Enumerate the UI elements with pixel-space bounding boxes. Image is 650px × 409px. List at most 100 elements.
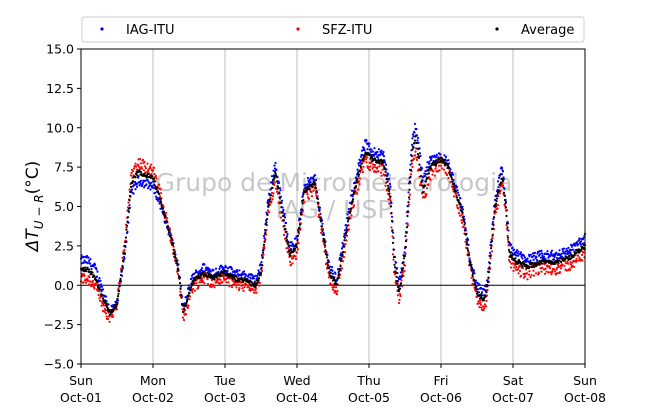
- data-point-iag-itu: [242, 270, 246, 273]
- data-point-iag-itu: [555, 251, 558, 254]
- data-point-sfz-itu: [282, 233, 286, 236]
- data-point-iag-itu: [457, 194, 461, 197]
- data-point-average: [394, 271, 398, 274]
- data-point-iag-itu: [399, 271, 403, 274]
- data-point-average: [341, 253, 344, 257]
- data-point-average: [127, 210, 130, 213]
- data-point-average: [99, 288, 102, 291]
- data-point-average: [96, 285, 100, 288]
- data-point-average: [101, 297, 105, 300]
- data-point-average: [128, 199, 131, 202]
- data-point-sfz-itu: [287, 247, 290, 250]
- data-point-average: [401, 267, 405, 270]
- data-point-iag-itu: [140, 184, 144, 187]
- data-point-average: [507, 248, 511, 251]
- data-point-average: [574, 251, 578, 255]
- data-point-average: [227, 273, 230, 276]
- series-average: [79, 134, 587, 316]
- data-point-average: [559, 260, 563, 264]
- data-point-sfz-itu: [550, 273, 553, 276]
- data-point-average: [488, 266, 491, 269]
- data-point-average: [385, 177, 389, 180]
- data-point-sfz-itu: [355, 192, 359, 195]
- data-point-sfz-itu: [507, 244, 510, 247]
- data-point-iag-itu: [423, 175, 427, 178]
- data-point-average: [153, 184, 157, 187]
- data-point-average: [392, 248, 395, 251]
- data-point-average: [474, 284, 477, 287]
- data-point-average: [466, 249, 470, 252]
- data-point-sfz-itu: [523, 275, 527, 278]
- data-point-average: [424, 180, 428, 183]
- data-point-average: [275, 175, 278, 178]
- data-point-iag-itu: [87, 259, 91, 262]
- data-point-sfz-itu: [237, 288, 241, 292]
- data-point-average: [386, 184, 390, 187]
- data-point-iag-itu: [90, 268, 93, 271]
- data-point-sfz-itu: [191, 288, 195, 291]
- data-point-average: [391, 229, 394, 232]
- data-point-average: [379, 158, 383, 161]
- data-point-average: [119, 274, 123, 277]
- data-point-sfz-itu: [569, 263, 573, 266]
- data-point-sfz-itu: [581, 259, 584, 262]
- data-point-sfz-itu: [438, 169, 441, 172]
- data-point-sfz-itu: [391, 235, 394, 238]
- data-point-average: [408, 180, 412, 183]
- data-point-iag-itu: [492, 217, 495, 220]
- data-point-sfz-itu: [246, 284, 250, 287]
- data-point-sfz-itu: [139, 162, 143, 165]
- data-point-sfz-itu: [379, 171, 383, 174]
- data-point-sfz-itu: [327, 276, 331, 279]
- data-point-average: [262, 243, 266, 246]
- data-point-sfz-itu: [265, 228, 268, 232]
- data-point-sfz-itu: [320, 227, 324, 230]
- data-point-average: [117, 292, 120, 295]
- data-point-iag-itu: [535, 256, 538, 259]
- data-point-average: [172, 248, 175, 251]
- data-point-sfz-itu: [433, 174, 437, 177]
- data-point-average: [280, 206, 283, 209]
- data-point-sfz-itu: [347, 228, 351, 231]
- data-point-average: [568, 255, 571, 258]
- data-point-sfz-itu: [340, 267, 344, 270]
- y-axis-label-unit: (°C): [23, 161, 43, 195]
- data-point-average: [281, 211, 284, 214]
- data-point-average: [179, 293, 183, 296]
- data-point-average: [368, 153, 372, 156]
- data-point-sfz-itu: [257, 284, 261, 287]
- data-point-average: [509, 251, 512, 254]
- data-point-sfz-itu: [209, 283, 213, 286]
- data-point-average: [499, 181, 503, 184]
- data-point-iag-itu: [367, 145, 371, 148]
- data-point-average: [338, 267, 342, 270]
- data-point-sfz-itu: [176, 273, 180, 276]
- data-point-average: [284, 230, 288, 233]
- data-point-sfz-itu: [238, 287, 241, 290]
- data-point-average: [570, 256, 573, 260]
- data-point-sfz-itu: [279, 216, 283, 219]
- data-point-sfz-itu: [464, 240, 467, 243]
- data-point-sfz-itu: [195, 282, 198, 285]
- data-point-average: [466, 247, 469, 250]
- data-point-sfz-itu: [427, 183, 430, 186]
- data-point-iag-itu: [294, 237, 297, 240]
- legend-marker-sfz-itu: [296, 27, 300, 31]
- data-point-sfz-itu: [521, 266, 525, 269]
- data-point-average: [534, 262, 537, 265]
- data-point-average: [266, 213, 269, 216]
- data-point-average: [447, 166, 451, 169]
- data-point-sfz-itu: [528, 270, 531, 273]
- data-point-average: [504, 206, 508, 209]
- data-point-average: [94, 277, 97, 280]
- data-point-iag-itu: [285, 235, 289, 238]
- data-point-sfz-itu: [152, 166, 156, 169]
- data-point-average: [125, 224, 129, 227]
- data-point-sfz-itu: [343, 251, 347, 254]
- data-point-sfz-itu: [358, 183, 361, 186]
- data-point-iag-itu: [187, 284, 191, 287]
- data-point-average: [552, 258, 556, 261]
- data-point-average: [269, 194, 273, 197]
- data-point-average: [299, 218, 302, 221]
- data-point-sfz-itu: [134, 162, 137, 165]
